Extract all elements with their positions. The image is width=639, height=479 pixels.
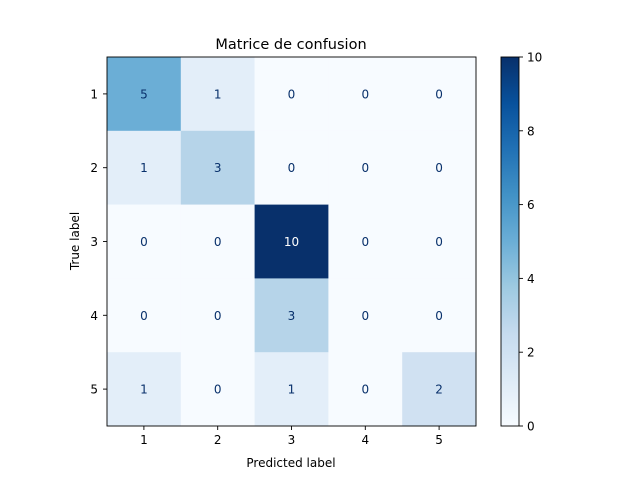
matrix-cell [107,352,182,427]
cell-value: 1 [140,383,148,397]
cell-value: 3 [288,309,296,323]
matrix-cell [254,278,329,353]
colorbar-tick-label: 6 [527,198,535,212]
y-tick-label: 1 [90,87,98,101]
matrix-cell [328,57,403,132]
matrix-cell [107,130,182,205]
matrix-cell [328,352,403,427]
colorbar-tick-label: 0 [527,420,535,434]
matrix-cell [402,57,477,132]
cell-value: 0 [435,161,443,175]
cell-value: 0 [361,87,369,101]
cell-value: 0 [361,383,369,397]
cell-value-labels: 5 1 0 0 01 3 0 0 00 0 10 0 00 0 3 0 01 0 1 0 2 [140,87,443,396]
cell-value: 1 [140,161,148,175]
matrix-cell [254,204,329,279]
matrix-cell [107,57,182,132]
matrix-cell [402,204,477,279]
matrix-cell [254,57,329,132]
colorbar-tick-label: 8 [527,124,535,138]
cell-value: 0 [214,235,222,249]
cell-value: 0 [361,309,369,323]
matrix-cell [402,130,477,205]
x-axis-ticks: 1 2 3 4 5 [140,426,443,447]
cell-value: 2 [435,383,443,397]
cell-value: 0 [140,235,148,249]
matrix-cell [180,204,255,279]
y-tick-label: 4 [90,309,98,323]
y-tick-label: 2 [90,161,98,175]
cell-value: 10 [284,235,299,249]
x-tick-label: 4 [361,433,369,447]
cell-value: 0 [288,161,296,175]
cell-value: 0 [435,309,443,323]
x-axis-label: Predicted label [246,456,335,470]
matrix-cell [180,352,255,427]
x-tick-label: 2 [214,433,222,447]
cell-value: 0 [361,161,369,175]
matrix-cell [328,204,403,279]
colorbar-tick-label: 10 [527,51,542,65]
cell-value: 0 [288,87,296,101]
colorbar-tick-label: 4 [527,272,535,286]
y-tick-label: 3 [90,235,98,249]
cell-value: 0 [214,309,222,323]
cell-value: 0 [214,383,222,397]
matrix-cell [254,130,329,205]
colorbar-tick-label: 2 [527,346,535,360]
cell-value: 1 [214,87,222,101]
y-axis-ticks: 1 2 3 4 5 [90,87,107,397]
matrix-cell [180,57,255,132]
cell-value: 0 [361,235,369,249]
x-tick-label: 3 [288,433,296,447]
cell-value: 0 [435,87,443,101]
y-tick-label: 5 [90,383,98,397]
matrix-cells [107,57,477,427]
cell-value: 1 [288,383,296,397]
cell-value: 3 [214,161,222,175]
matrix-cell [107,204,182,279]
chart-title: Matrice de confusion [215,37,366,53]
x-tick-label: 1 [140,433,148,447]
cell-value: 5 [140,87,148,101]
matrix-cell [107,278,182,353]
matrix-cell [328,278,403,353]
matrix-cell [402,278,477,353]
cell-value: 0 [140,309,148,323]
matrix-cell [180,278,255,353]
matrix-cell [328,130,403,205]
x-tick-label: 5 [435,433,443,447]
matrix-cell [180,130,255,205]
cell-value: 0 [435,235,443,249]
colorbar [500,56,520,427]
y-axis-label: True label [68,212,82,271]
matrix-cell [402,352,477,427]
matrix-cell [254,352,329,427]
colorbar-ticks: 0 2 4 6 8 10 [519,51,542,434]
